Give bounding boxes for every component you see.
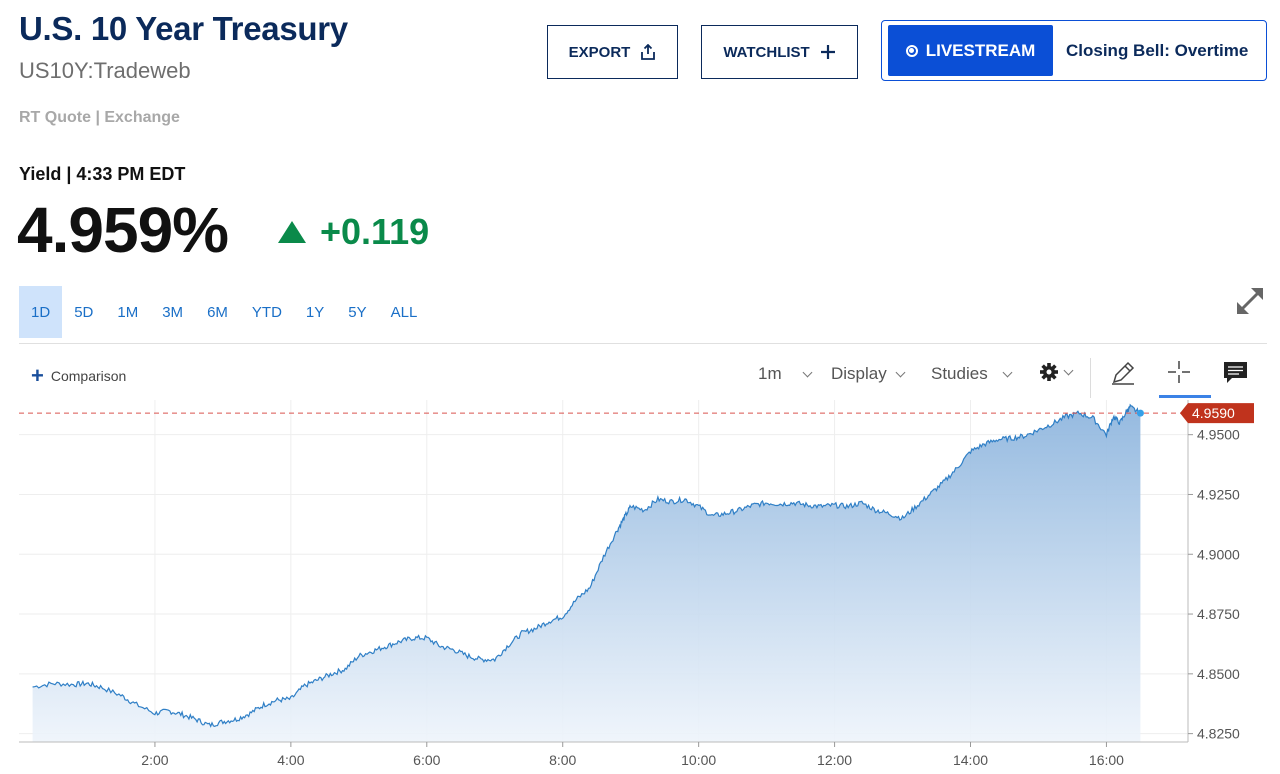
plus-icon: + (31, 363, 44, 388)
livestream-label: LIVESTREAM (925, 40, 1036, 60)
range-tab-5y[interactable]: 5Y (348, 303, 367, 321)
x-axis: 2:00 4:00 6:00 8:00 10:00 12:00 14:00 16:00 (19, 741, 1188, 768)
x-tick-label: 16:00 (1089, 752, 1124, 768)
last-value-badge: 4.9590 (1180, 403, 1254, 424)
livestream-panel: LIVESTREAM Closing Bell: Overtime (881, 20, 1267, 81)
yield-timestamp: Yield | 4:33 PM EDT (19, 164, 186, 184)
range-tab-1y[interactable]: 1Y (305, 303, 325, 321)
display-dropdown[interactable]: Display (831, 364, 906, 384)
active-tool-indicator (1159, 395, 1211, 398)
comparison-label: Comparison (50, 368, 127, 384)
display-label: Display (831, 364, 887, 383)
y-tick-label: 4.8750 (1197, 606, 1240, 622)
studies-label: Studies (931, 364, 988, 383)
studies-dropdown[interactable]: Studies (931, 364, 1013, 384)
chevron-down-icon (1002, 367, 1013, 377)
export-button[interactable]: EXPORT (547, 25, 678, 79)
range-tab-3m[interactable]: 3M (162, 303, 184, 321)
range-tabs: 1D 5D 1M 3M 6M YTD 1Y 5Y ALL (19, 286, 429, 338)
x-tick-label: 2:00 (141, 752, 168, 768)
last-value-dot (1136, 409, 1144, 417)
pencil-icon[interactable] (1110, 360, 1136, 386)
gear-icon (1040, 363, 1058, 381)
watchlist-button[interactable]: WATCHLIST (701, 25, 858, 79)
expand-icon[interactable] (1232, 283, 1268, 319)
watchlist-label: WATCHLIST (723, 43, 810, 61)
range-tab-all[interactable]: ALL (390, 303, 418, 321)
chevron-down-icon (802, 367, 813, 377)
chevron-down-icon (895, 367, 906, 377)
quote-source: RT Quote | Exchange (19, 109, 180, 126)
x-tick-label: 6:00 (413, 752, 440, 768)
plus-icon (820, 45, 835, 59)
page-title: U.S. 10 Year Treasury (19, 10, 348, 47)
up-triangle-icon (278, 221, 306, 243)
x-tick-label: 4:00 (277, 752, 304, 768)
change-value: +0.119 (320, 211, 430, 252)
live-dot-icon (905, 44, 918, 57)
series-area (32, 404, 1141, 742)
chart-divider (19, 343, 1267, 344)
ticker-symbol: US10Y:Tradeweb (19, 58, 191, 83)
x-tick-label: 14:00 (953, 752, 988, 768)
price-value: 4.959% (17, 194, 229, 266)
show-name-link[interactable]: Closing Bell: Overtime (1066, 40, 1249, 60)
price-change: +0.119 (278, 211, 429, 253)
y-tick-label: 4.8250 (1197, 726, 1240, 742)
last-value-badge-shape (1180, 403, 1254, 424)
x-tick-label: 8:00 (549, 752, 576, 768)
chevron-down-icon (1063, 365, 1074, 375)
y-tick-label: 4.9000 (1197, 546, 1240, 562)
series-line (32, 403, 1141, 728)
range-tab-1d[interactable]: 1D (19, 286, 63, 338)
range-tab-6m[interactable]: 6M (207, 303, 228, 321)
range-tab-5d[interactable]: 5D (74, 303, 94, 321)
settings-dropdown[interactable] (1039, 362, 1074, 382)
interval-dropdown[interactable]: 1m (758, 364, 813, 384)
y-axis: 4.9500 4.9250 4.9000 4.8750 4.8500 4.8250 (1187, 400, 1240, 742)
comment-icon[interactable] (1223, 361, 1249, 385)
y-tick-label: 4.9500 (1197, 427, 1240, 443)
last-value-label: 4.9590 (1192, 405, 1235, 421)
range-tab-ytd[interactable]: YTD (251, 303, 282, 321)
interval-label: 1m (758, 364, 782, 383)
export-label: EXPORT (568, 43, 631, 61)
x-tick-label: 10:00 (681, 752, 716, 768)
y-tick-label: 4.8500 (1197, 666, 1240, 682)
x-tick-label: 12:00 (817, 752, 852, 768)
crosshair-icon[interactable] (1166, 359, 1192, 385)
yield-chart[interactable]: 4.9500 4.9250 4.9000 4.8750 4.8500 4.8250 2:0… (0, 400, 1280, 774)
toolbar-divider (1090, 358, 1091, 398)
livestream-button[interactable]: LIVESTREAM (888, 25, 1053, 76)
export-icon (641, 44, 656, 60)
y-tick-label: 4.9250 (1197, 486, 1240, 502)
comparison-button[interactable]: + Comparison (31, 363, 127, 388)
range-tab-1m[interactable]: 1M (117, 303, 139, 321)
